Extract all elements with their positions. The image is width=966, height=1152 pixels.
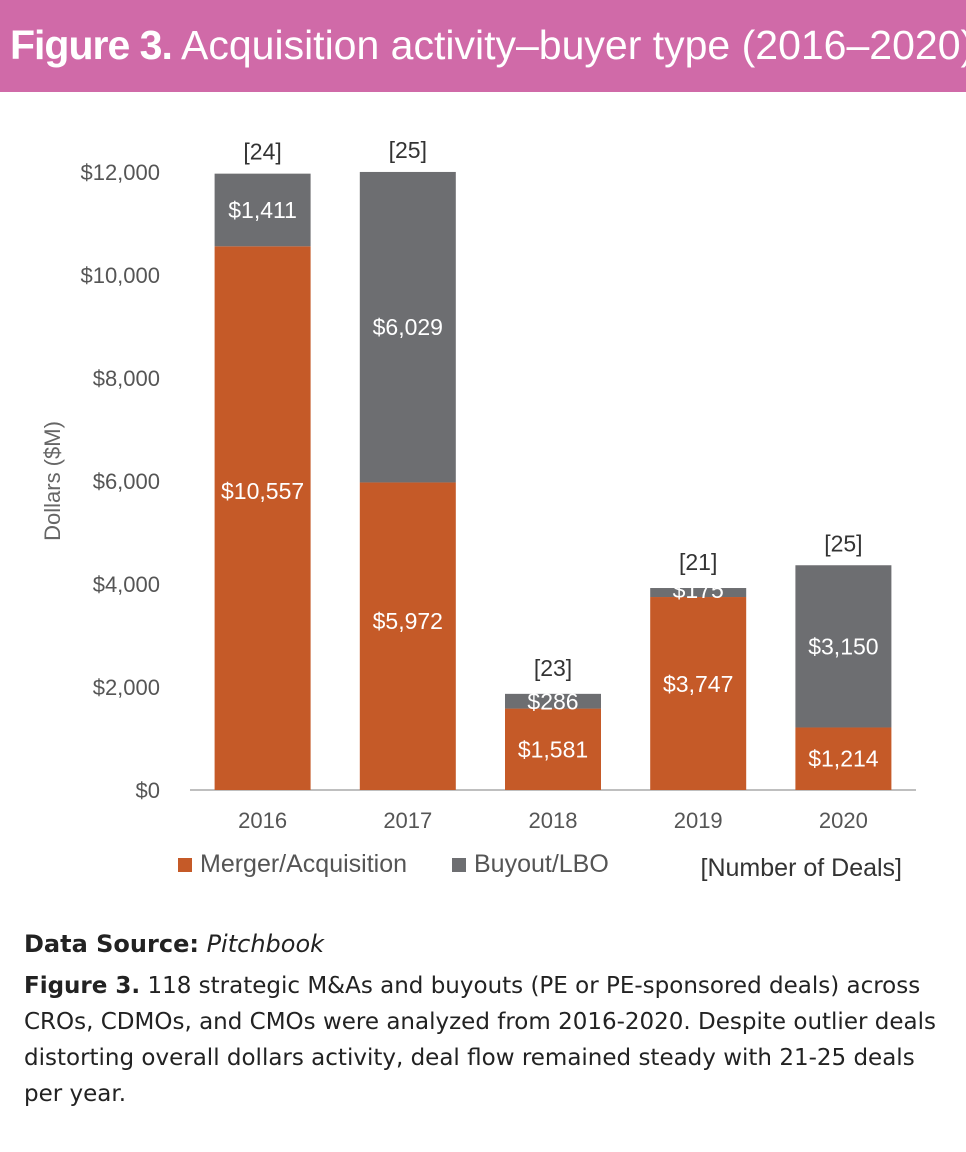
data-label-merger-2019: $3,747: [663, 671, 733, 697]
deal-count-2019: [21]: [679, 549, 717, 575]
figure-title: Acquisition activity–buyer type (2016–20…: [181, 22, 966, 68]
bars: $10,557 $1,411 [24] $5,972 $6,029 [25] $1,581 $…: [214, 137, 892, 790]
bar-merger-2016: [214, 246, 311, 790]
y-axis-label-group: Dollars ($M): [40, 421, 65, 541]
legend-number-of-deals: [Number of Deals]: [701, 854, 902, 882]
y-tick-label: $4,000: [93, 572, 160, 597]
y-tick-label: $12,000: [80, 160, 160, 185]
deal-count-2017: [25]: [389, 137, 427, 163]
deal-count-2018: [23]: [534, 655, 572, 681]
legend-label-buyout: Buyout/LBO: [474, 850, 609, 878]
legend-label-merger: Merger/Acquisition: [200, 850, 407, 878]
data-source-value: Pitchbook: [206, 930, 325, 958]
data-label-merger-2020: $1,214: [808, 746, 879, 772]
data-source-label: Data Source:: [24, 930, 199, 958]
data-label-merger-2017: $5,972: [373, 608, 443, 634]
legend: Merger/Acquisition Buyout/LBO [Number of…: [178, 850, 902, 882]
data-source: Data Source: Pitchbook: [24, 930, 944, 958]
y-tick-label: $8,000: [93, 366, 160, 391]
legend-swatch-merger: [178, 858, 192, 872]
stacked-bar-chart: Dollars ($M) $0$2,000$4,000$6,000$8,000$…: [40, 137, 916, 882]
data-label-buyout-2016: $1,411: [228, 197, 297, 223]
x-tick-label: 2016: [238, 808, 287, 833]
figure-title-banner: Figure 3. Acquisition activity–buyer typ…: [0, 0, 966, 92]
bar-buyout-2020: [795, 565, 892, 728]
data-label-buyout-2019: $175: [673, 577, 724, 603]
x-tick-label: 2017: [383, 808, 432, 833]
x-tick-label: 2018: [529, 808, 578, 833]
bar-merger-2019: [650, 597, 747, 790]
y-tick-label: $2,000: [93, 675, 160, 700]
bar-buyout-2016: [214, 173, 311, 247]
data-label-merger-2016: $10,557: [221, 478, 304, 504]
figure-label: Figure 3.: [10, 22, 173, 68]
deal-count-2016: [24]: [243, 139, 281, 165]
y-tick-label: $10,000: [80, 263, 160, 288]
figure-caption: Data Source: Pitchbook Figure 3. 118 str…: [24, 930, 944, 1112]
deal-count-2020: [25]: [824, 530, 862, 556]
y-tick-label: $6,000: [93, 469, 160, 494]
bar-buyout-2018: [505, 693, 601, 709]
legend-swatch-buyout: [452, 858, 466, 872]
x-tick-label: 2020: [819, 808, 868, 833]
x-axis-ticks: 2016 2017 2018 2019 2020: [238, 808, 868, 833]
data-label-buyout-2020: $3,150: [808, 633, 878, 659]
bar-merger-2018: [505, 708, 601, 790]
bar-merger-2017: [359, 482, 456, 790]
x-tick-label: 2019: [674, 808, 723, 833]
data-label-buyout-2018: $286: [527, 689, 578, 715]
caption-body: 118 strategic M&As and buyouts (PE or PE…: [24, 973, 936, 1107]
data-label-merger-2018: $1,581: [518, 736, 588, 762]
caption-figure-label: Figure 3.: [24, 973, 141, 999]
y-tick-label: $0: [136, 778, 160, 803]
bar-buyout-2017: [359, 171, 456, 483]
bar-merger-2020: [795, 727, 892, 790]
y-axis-ticks: $0 $2,000 $4,000 $6,000 $8,000 $10,000 $12,000: [80, 160, 160, 803]
y-axis-label: Dollars ($M): [40, 421, 65, 541]
caption-text: Figure 3. 118 strategic M&As and buyouts…: [24, 968, 944, 1112]
bar-buyout-2019: [650, 588, 747, 598]
data-label-buyout-2017: $6,029: [373, 314, 443, 340]
